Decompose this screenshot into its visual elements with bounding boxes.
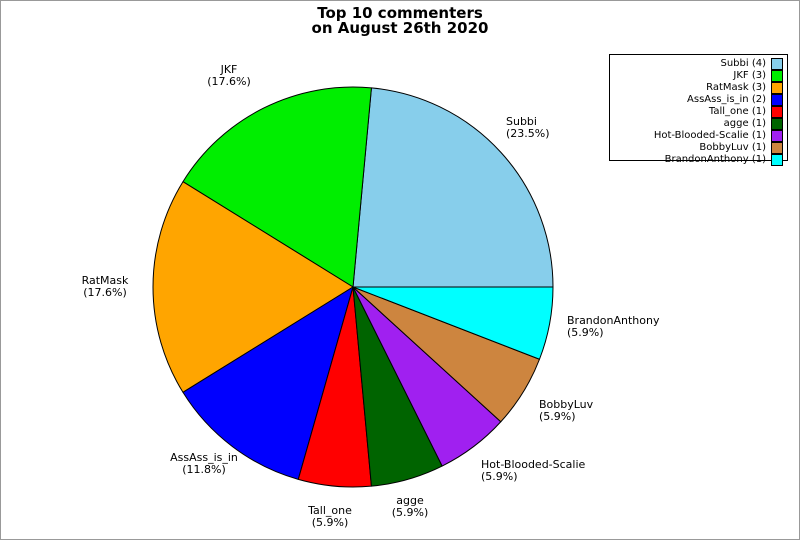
legend-swatch: [771, 70, 783, 82]
legend-label: AssAss_is_in (2): [687, 94, 766, 105]
legend-item-BobbyLuv: BobbyLuv (1): [614, 142, 783, 154]
slice-label-Tall_one: Tall_one (5.9%): [307, 504, 352, 529]
legend-item-Tall_one: Tall_one (1): [614, 106, 783, 118]
chart-title-line1: Top 10 commenters: [317, 4, 483, 22]
legend-label: BrandonAnthony (1): [664, 154, 766, 165]
legend-swatch: [771, 106, 783, 118]
legend-swatch: [771, 118, 783, 130]
slice-label-Hot-Blooded-Scalie: Hot-Blooded-Scalie (5.9%): [481, 458, 586, 483]
pie-slice-BrandonAnthony: [352, 286, 554, 360]
legend-swatch: [771, 130, 783, 142]
legend-item-JKF: JKF (3): [614, 70, 783, 82]
legend-item-Subbi: Subbi (4): [614, 58, 783, 70]
legend-label: BobbyLuv (1): [699, 142, 766, 153]
legend-swatch: [771, 58, 783, 70]
legend-swatch: [771, 154, 783, 166]
slice-label-BrandonAnthony: BrandonAnthony (5.9%): [567, 314, 660, 339]
legend-label: Tall_one (1): [708, 106, 766, 117]
legend-label: agge (1): [723, 118, 766, 129]
chart-title: Top 10 commenters on August 26th 2020: [1, 6, 799, 36]
legend-item-Hot-Blooded-Scalie: Hot-Blooded-Scalie (1): [614, 130, 783, 142]
slice-label-JKF: JKF (17.6%): [207, 63, 251, 88]
slice-label-RatMask: RatMask (17.6%): [82, 274, 129, 299]
legend-item-AssAss_is_in: AssAss_is_in (2): [614, 94, 783, 106]
pie-slice-JKF: [182, 86, 372, 288]
slice-label-BobbyLuv: BobbyLuv (5.9%): [539, 398, 594, 423]
legend-label: Hot-Blooded-Scalie (1): [653, 130, 766, 141]
pie-slice-AssAss_is_in: [182, 286, 354, 480]
legend: Subbi (4) JKF (3) RatMask (3) AssAss_is_in …: [609, 54, 788, 166]
legend-swatch: [771, 82, 783, 94]
slice-label-AssAss_is_in: AssAss_is_in (11.8%): [170, 451, 238, 476]
legend-swatch: [771, 94, 783, 106]
slice-label-agge: agge (5.9%): [392, 494, 429, 519]
legend-item-agge: agge (1): [614, 118, 783, 130]
slice-label-Subbi: Subbi (23.5%): [506, 115, 550, 140]
legend-label: JKF (3): [733, 70, 766, 81]
chart-title-line2: on August 26th 2020: [311, 19, 489, 37]
pie-slice-Subbi: [352, 87, 554, 288]
legend-item-BrandonAnthony: BrandonAnthony (1): [614, 154, 783, 166]
legend-item-RatMask: RatMask (3): [614, 82, 783, 94]
legend-label: Subbi (4): [720, 58, 766, 69]
legend-swatch: [771, 142, 783, 154]
pie-slice-RatMask: [152, 181, 354, 393]
legend-label: RatMask (3): [706, 82, 766, 93]
